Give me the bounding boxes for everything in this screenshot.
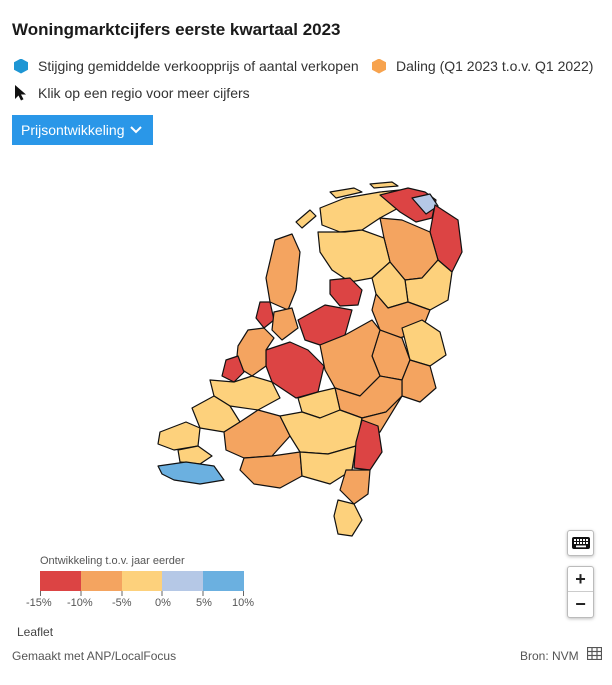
table-icon[interactable] (587, 647, 602, 660)
map-region[interactable] (265, 233, 301, 311)
map-region[interactable] (177, 445, 213, 465)
map-region[interactable] (255, 301, 275, 329)
legend-click-hint: Klik op een regio voor meer cijfers (14, 84, 250, 101)
cursor-icon (15, 85, 26, 101)
map-region[interactable] (411, 193, 439, 215)
hexagon-orange-icon (372, 58, 386, 74)
leaflet-attribution[interactable]: Leaflet (17, 625, 54, 639)
scale-swatch (80, 571, 122, 591)
legend-increase: Stijging gemiddelde verkoopprijs of aant… (14, 58, 359, 74)
legend-increase-label: Stijging gemiddelde verkoopprijs of aant… (38, 58, 359, 74)
map-region[interactable] (221, 355, 245, 383)
legend-decrease-label: Daling (Q1 2023 t.o.v. Q1 2022) (396, 58, 594, 74)
map-region[interactable] (319, 189, 403, 233)
chevron-down-icon (130, 126, 143, 134)
map-region[interactable] (329, 277, 363, 307)
map-region[interactable] (369, 181, 399, 189)
map-region[interactable] (295, 209, 317, 229)
map-region[interactable] (235, 327, 275, 377)
hexagon-blue-icon (14, 58, 28, 74)
zoom-in-button[interactable]: + (568, 567, 593, 592)
footer-made-with[interactable]: Gemaakt met ANP/LocalFocus (12, 649, 177, 663)
scale-label: -5% (112, 597, 132, 609)
map-region[interactable] (157, 461, 225, 485)
map-region[interactable] (319, 319, 381, 397)
map-region[interactable] (239, 451, 303, 489)
legend-decrease: Daling (Q1 2023 t.o.v. Q1 2022) (372, 58, 593, 74)
scale-label: -15% (26, 597, 52, 609)
zoom-control: + − (567, 566, 594, 618)
keyboard-button[interactable] (567, 530, 594, 556)
scale-label: 5% (196, 597, 212, 609)
keyboard-icon (571, 537, 590, 549)
zoom-out-button[interactable]: − (575, 594, 586, 614)
map-region[interactable] (333, 499, 363, 537)
scale-swatch (162, 571, 204, 591)
scale-swatch (203, 571, 244, 591)
scale-label: 0% (155, 597, 171, 609)
map-region[interactable] (329, 187, 363, 199)
scale-title: Ontwikkeling t.o.v. jaar eerder (40, 555, 185, 567)
scale-label: 10% (232, 597, 255, 609)
dropdown-label: Prijsontwikkeling (21, 122, 125, 138)
scale-swatch (40, 571, 81, 591)
map-region[interactable] (401, 359, 437, 403)
metric-dropdown[interactable]: Prijsontwikkeling (12, 115, 153, 145)
scale-label: -10% (67, 597, 93, 609)
map-region[interactable] (157, 421, 201, 451)
scale-swatch (121, 571, 163, 591)
page-title: Woningmarktcijfers eerste kwartaal 2023 (12, 20, 341, 39)
map-region[interactable] (271, 307, 299, 341)
color-scale (40, 571, 244, 591)
scale-ticks (40, 591, 244, 596)
map-region[interactable] (339, 469, 371, 505)
click-hint-label: Klik op een regio voor meer cijfers (38, 84, 250, 101)
footer-source: Bron: NVM (520, 649, 579, 663)
choropleth-map[interactable] (140, 170, 470, 550)
